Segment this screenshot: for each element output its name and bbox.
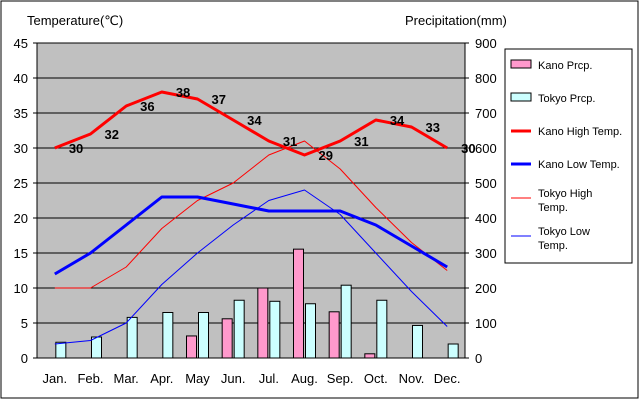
bar-tokyo-prcp [162,312,174,359]
bar-kano-prcp [186,335,197,359]
y-right-tick-label: 800 [475,71,497,86]
legend-label-line: Temp. [538,202,568,214]
bar-tokyo-prcp [55,341,67,359]
bar-tokyo-prcp [376,299,388,359]
legend-label: Tokyo Low Temp. [538,226,590,252]
x-tick-label: May [185,371,210,386]
y-right-tick-label: 600 [475,141,497,156]
legend-label-line: Tokyo High [538,188,592,200]
y-left-tick-label: 10 [14,281,28,296]
data-label: 34 [390,113,405,128]
y-left-tick-label: 15 [14,246,28,261]
legend-label: Kano High Temp. [538,126,622,138]
y-right-tick-label: 900 [475,36,497,51]
x-tick-label: Jan. [43,371,68,386]
x-tick-label: Feb. [77,371,103,386]
bar-tokyo-prcp [447,343,459,359]
plot-background [37,43,465,358]
x-tick-label: Dec. [434,371,461,386]
data-label: 38 [176,85,190,100]
bar-tokyo-prcp [233,299,245,359]
y-right-tick-label: 500 [475,176,497,191]
line-tokyo-high-temp [54,140,448,289]
bar-kano-prcp [364,353,376,359]
y-left-tick-label: 40 [14,71,28,86]
legend-box [504,48,633,264]
data-label: 32 [105,127,119,142]
x-tick-label: Jul. [259,371,279,386]
legend-swatch [510,59,532,69]
data-label: 37 [212,92,226,107]
bar-tokyo-prcp [340,284,352,359]
data-label: 36 [140,99,154,114]
bar-kano-prcp [221,318,233,359]
x-tick-label: Sep. [327,371,354,386]
legend: Kano Prcp. Tokyo Prcp. Kano High Temp. Kano… [504,48,633,264]
x-tick-label: Apr. [150,371,173,386]
x-tick-label: Jun. [221,371,246,386]
legend-swatch [510,92,532,102]
bar-kano-prcp [328,311,340,359]
bar-tokyo-prcp [198,312,209,359]
x-tick-label: Oct. [364,371,388,386]
plot-border [36,42,466,359]
y-right-tick-label: 0 [475,351,482,366]
line-kano-high-temp [54,90,448,157]
y-right-tick-label: 700 [475,106,497,121]
bar-tokyo-prcp [91,336,102,359]
y-right-tick-label: 300 [475,246,497,261]
y-right-axis-title: Precipitation(mm) [405,13,507,28]
x-tick-label: Mar. [114,371,139,386]
legend-label: Tokyo High Temp. [538,188,592,214]
x-tick-label: Aug. [291,371,318,386]
y-left-axis-title: Temperature(℃) [27,13,123,28]
legend-label: Tokyo Prcp. [538,93,595,105]
y-left-tick-label: 45 [14,36,28,51]
y-right-tick-label: 400 [475,211,497,226]
bar-kano-prcp [257,287,269,359]
y-left-tick-label: 35 [14,106,28,121]
legend-label-line: Temp. [538,240,568,252]
plot-area: 30 32 36 38 37 34 31 29 31 34 33 300 5 10 15 20 25 30 35 40… [14,36,497,386]
y-left-tick-label: 0 [21,351,28,366]
legend-label-line: Tokyo Low [538,226,590,238]
x-tick-label: Nov. [399,371,425,386]
y-left-tick-label: 25 [14,176,28,191]
legend-label: Kano Low Temp. [538,159,620,171]
y-left-tick-label: 5 [21,316,28,331]
y-right-tick-label: 100 [475,316,497,331]
data-label: 30 [69,141,83,156]
bar-tokyo-prcp [269,300,281,359]
data-label: 34 [247,113,262,128]
data-label: 29 [319,148,333,163]
bar-tokyo-prcp [412,324,423,359]
data-label: 31 [354,134,368,149]
line-tokyo-low-temp [54,189,448,345]
bar-tokyo-prcp [126,316,138,359]
data-label: 31 [283,134,297,149]
line-kano-low-temp [54,195,448,276]
data-label: 33 [426,120,440,135]
y-right-tick-label: 200 [475,281,497,296]
bar-tokyo-prcp [305,303,316,359]
bar-kano-prcp [293,248,304,359]
y-left-tick-label: 30 [14,141,28,156]
legend-label: Kano Prcp. [538,60,592,72]
y-left-tick-label: 20 [14,211,28,226]
